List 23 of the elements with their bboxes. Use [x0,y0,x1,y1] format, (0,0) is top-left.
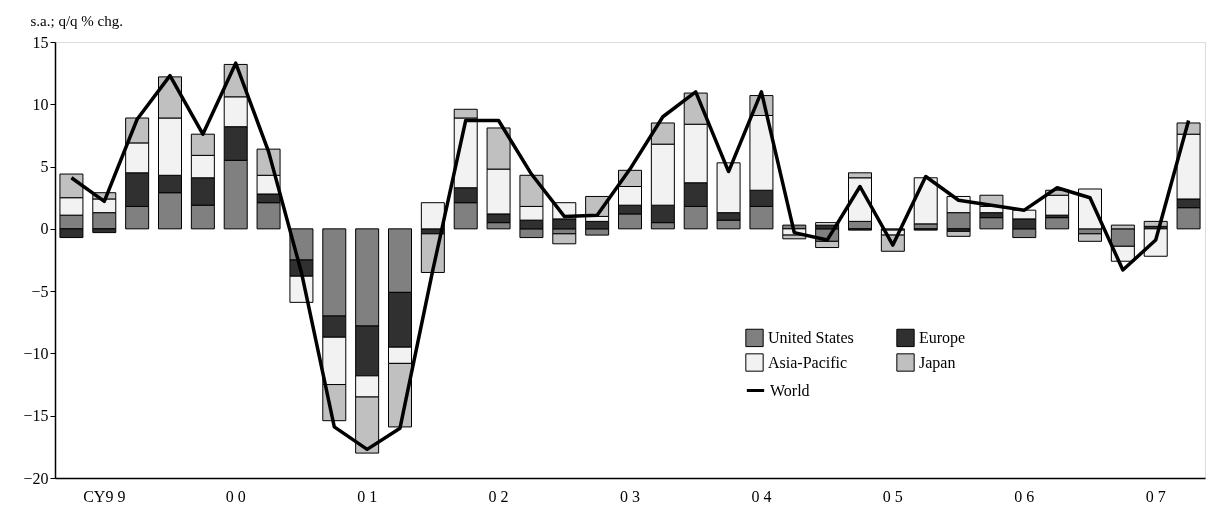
y-tick-label: 15 [32,33,49,51]
x-tick-label: CY9 9 [83,487,126,505]
legend-label: United States [768,328,854,346]
y-axis-title: s.a.; q/q % chg. [30,12,123,29]
x-tick-label: 0 0 [225,487,246,505]
y-tick-label: 0 [40,220,49,238]
legend-label: Europe [919,328,966,347]
x-tick-label: 0 6 [1014,487,1035,505]
x-tick-label: 0 7 [1145,487,1166,505]
y-tick-label: −5 [31,282,49,300]
legend-label: Asia-Pacific [768,353,848,371]
legend-label: Japan [919,353,956,372]
y-tick-label: −15 [23,407,49,425]
x-tick-label: 0 4 [751,487,772,505]
x-tick-label: 0 1 [357,487,378,505]
legend-label: World [770,381,810,399]
y-tick-label: 10 [32,95,49,113]
y-tick-label: −10 [23,344,49,362]
x-tick-label: 0 2 [488,487,509,505]
y-tick-label: −20 [23,469,49,487]
x-tick-label: 0 5 [882,487,903,505]
x-tick-label: 0 3 [620,487,640,505]
y-tick-label: 5 [40,158,49,176]
